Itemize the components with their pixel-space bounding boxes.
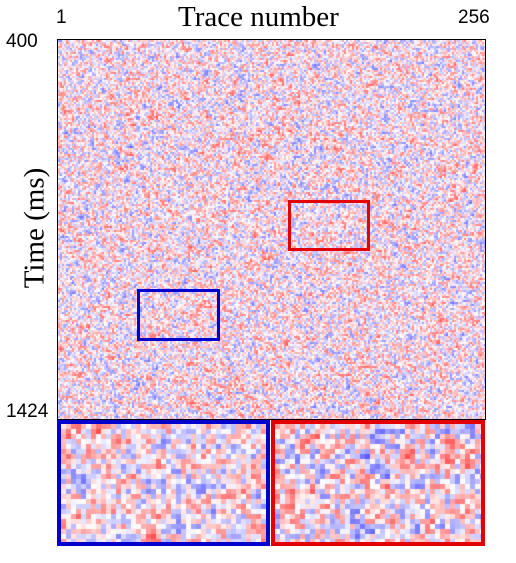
y-axis-label: Time (ms) <box>18 167 51 289</box>
x-axis-label: Trace number <box>178 1 339 33</box>
y-tick-label-last: 1424 <box>6 401 49 422</box>
x-tick-label-last: 256 <box>458 7 490 28</box>
blue-zoom-inset <box>57 420 270 546</box>
seismic-section-heatmap <box>57 39 486 420</box>
y-tick-label-first: 400 <box>6 31 38 52</box>
red-inset-image <box>275 424 481 542</box>
x-tick-label-first: 1 <box>56 7 67 28</box>
blue-inset-image <box>61 424 266 542</box>
red-zoom-inset <box>271 420 485 546</box>
blue-highlight-box <box>137 289 220 341</box>
red-highlight-box <box>288 200 370 251</box>
seismic-amplitude-image <box>58 40 485 419</box>
